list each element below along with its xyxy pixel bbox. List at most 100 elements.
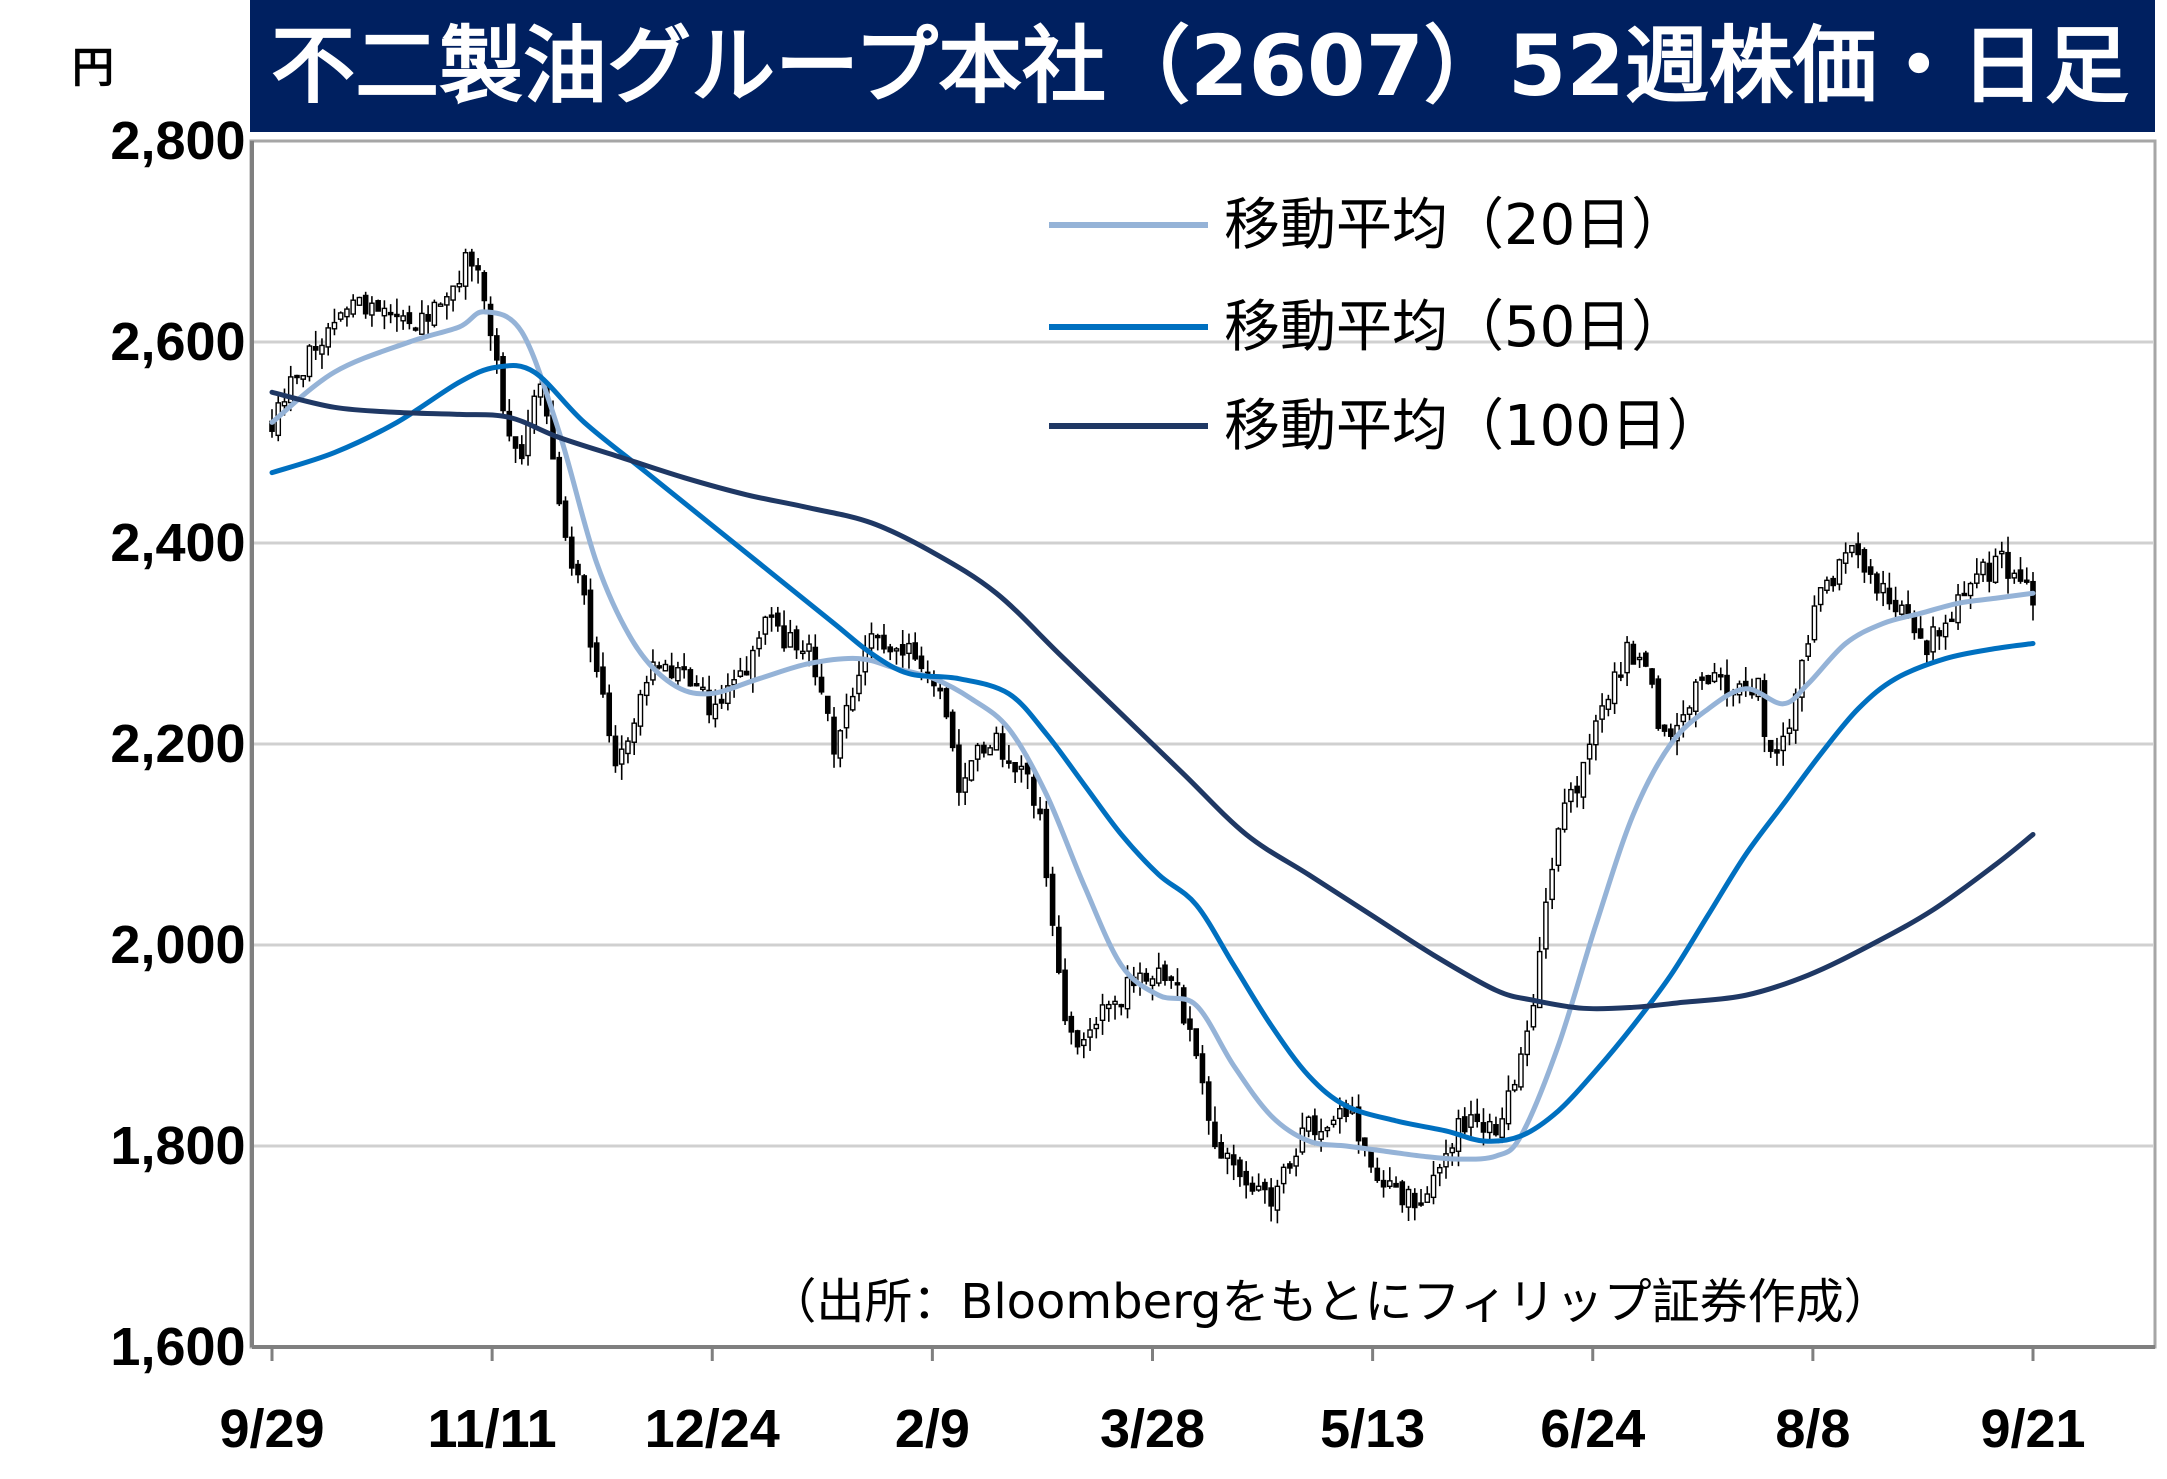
candle-body [1643, 652, 1649, 667]
candle-body [1187, 1018, 1193, 1030]
candle-body [1480, 1122, 1487, 1133]
legend-label: 移動平均（100日） [1224, 394, 1723, 459]
candle-body [793, 629, 800, 651]
candle-body [294, 374, 300, 379]
candle-body [344, 308, 350, 318]
candle-body [1849, 544, 1855, 554]
candle-body [1524, 1030, 1530, 1056]
candle-body [899, 644, 906, 656]
y-tick-label: 1,600 [110, 1317, 245, 1377]
candle-body [356, 296, 363, 306]
candle-body [1998, 550, 2005, 555]
candle-body [1374, 1167, 1381, 1181]
candle-body [1237, 1159, 1243, 1178]
candle-body [1081, 1038, 1087, 1047]
candle-body [1018, 765, 1025, 770]
candle-body [1399, 1181, 1406, 1206]
candle-body [1418, 1202, 1424, 1206]
candle-body [1249, 1182, 1256, 1192]
candle-body [1087, 1029, 1093, 1038]
candle-body [456, 283, 463, 288]
candle-body [856, 674, 862, 695]
candle-body [1511, 1083, 1518, 1091]
candle-body [1774, 749, 1780, 754]
candle-body [450, 285, 456, 301]
candle-body [906, 642, 912, 655]
candle-body [2023, 579, 2030, 583]
candle-body [1430, 1174, 1437, 1199]
candle-body [912, 642, 919, 660]
candle-body [1892, 599, 1899, 613]
candle-body [1068, 1015, 1075, 1033]
candle-body [1599, 705, 1605, 720]
candle-body [319, 344, 325, 355]
candle-body [1649, 668, 1655, 685]
chart-title: 不二製油グループ本社（2607）52週株価・日足 [271, 17, 2129, 115]
candle-body [1330, 1119, 1337, 1126]
candle-body [1574, 785, 1580, 794]
candle-body [974, 744, 981, 760]
legend: 移動平均（20日） 移動平均（50日） 移動平均（100日） [1049, 193, 1723, 459]
candle-body [362, 294, 369, 315]
candle-body [1711, 672, 1718, 683]
candle-body [331, 321, 338, 330]
ma50-line [269, 363, 2036, 1144]
candle-body [287, 376, 294, 404]
candle-body [494, 335, 500, 361]
candle-body [693, 683, 700, 687]
candle-body [1255, 1185, 1262, 1191]
candle-body [1118, 1003, 1125, 1008]
candle-body [743, 670, 750, 676]
candle-body [874, 634, 881, 639]
candle-body [1611, 671, 1618, 705]
candle-body [1105, 1003, 1112, 1010]
candle-body [1380, 1179, 1387, 1188]
candle-body [1461, 1116, 1468, 1133]
candle-body [1499, 1118, 1506, 1139]
candle-body [1811, 605, 1818, 641]
axes [250, 141, 2155, 1361]
candle-body [1561, 802, 1568, 831]
candle-body [587, 589, 594, 648]
candle-body [1024, 762, 1031, 775]
ma100-line [269, 389, 2036, 1012]
candle-body [1874, 573, 1880, 594]
candle-body [818, 676, 825, 693]
candle-body [843, 704, 850, 729]
candle-body [512, 436, 519, 449]
candle-body [775, 612, 781, 627]
candle-body [849, 695, 856, 711]
candle-body [375, 300, 381, 312]
candle-body [1386, 1180, 1393, 1188]
candle-body [1180, 987, 1187, 1024]
candle-body [887, 646, 894, 653]
y-tick-label: 2,200 [110, 714, 245, 774]
candle-body [1074, 1030, 1081, 1048]
candle-body [618, 748, 625, 765]
candle-body [1449, 1147, 1456, 1154]
y-tick-label: 2,600 [110, 312, 245, 372]
candle-body [1411, 1192, 1418, 1209]
candle-body [725, 685, 731, 705]
candle-body [1930, 626, 1936, 653]
candle-body [1393, 1182, 1399, 1188]
candle-body [1230, 1154, 1237, 1166]
candle-body [1093, 1023, 1100, 1030]
candle-body [1973, 573, 1980, 584]
candle-body [325, 327, 332, 348]
candle-body [1986, 562, 1993, 582]
candle-body [1174, 982, 1181, 986]
candle-body [575, 563, 581, 576]
y-tick-label: 1,800 [110, 1116, 245, 1176]
candle-body [462, 252, 469, 287]
candle-body [1680, 714, 1687, 723]
candle-body [1549, 868, 1555, 901]
y-axis-unit: 円 [72, 43, 114, 92]
candle-body [675, 667, 681, 682]
candle-body [1468, 1114, 1474, 1128]
candle-body [2017, 569, 2024, 582]
candle-body [656, 665, 662, 669]
candle-body [1568, 788, 1574, 803]
candle-body [1580, 761, 1587, 798]
candle-body [606, 692, 613, 737]
